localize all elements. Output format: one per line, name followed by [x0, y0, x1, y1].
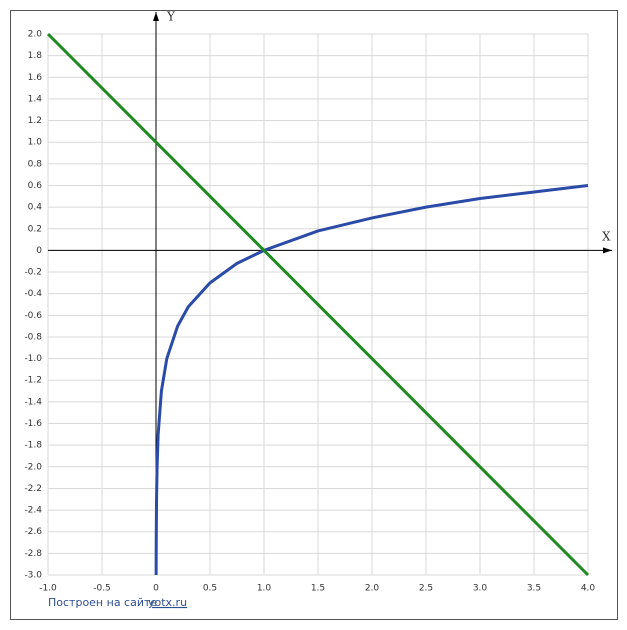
y-tick-label: -0.8: [24, 332, 42, 342]
y-tick-label: 1.4: [28, 94, 43, 104]
y-tick-label: -2.0: [24, 462, 42, 472]
y-tick-label: -1.4: [24, 397, 42, 407]
y-tick-label: -1.8: [24, 441, 42, 451]
x-tick-label: 0.5: [203, 584, 217, 594]
y-axis-arrow: [153, 12, 159, 21]
y-tick-label: 1.8: [28, 51, 43, 61]
y-tick-label: 1.0: [28, 138, 43, 148]
y-tick-label: -1.6: [24, 419, 42, 429]
x-tick-label: 1.5: [311, 584, 325, 594]
y-tick-label: -2.2: [24, 484, 42, 494]
x-tick-label: 2.5: [419, 584, 433, 594]
x-tick-label: 0: [153, 584, 159, 594]
y-tick-label: 0.4: [28, 203, 43, 213]
footer-link[interactable]: yotx.ru: [148, 596, 187, 609]
y-tick-label: 1.6: [28, 73, 43, 83]
x-tick-label: -0.5: [93, 584, 111, 594]
y-tick-label: 2.0: [28, 30, 43, 40]
y-tick-label: -2.8: [24, 549, 42, 559]
x-axis-arrow: [603, 247, 612, 254]
y-tick-label: 0.6: [28, 181, 43, 191]
x-tick-label: -1.0: [39, 584, 57, 594]
y-tick-label: -2.6: [24, 527, 42, 537]
y-tick-label: 0.2: [28, 224, 42, 234]
y-axis-label: Y: [166, 10, 176, 24]
x-tick-label: 3.5: [527, 584, 541, 594]
y-tick-label: -3.0: [24, 571, 42, 581]
x-axis-label: X: [602, 230, 611, 244]
y-tick-label: -0.6: [24, 311, 42, 321]
series-line: [46, 32, 590, 577]
series-line: [154, 183, 589, 576]
y-tick-label: -0.2: [24, 268, 42, 278]
x-tick-label: 3.0: [473, 584, 488, 594]
x-tick-label: 2.0: [365, 584, 380, 594]
y-tick-label: 1.2: [28, 116, 42, 126]
y-tick-label: -2.4: [24, 506, 42, 516]
y-tick-label: -1.2: [24, 376, 42, 386]
x-tick-label: 4.0: [581, 584, 596, 594]
footer-text: Построен на сайте: [48, 596, 157, 609]
frame: [10, 10, 618, 620]
y-tick-label: -0.4: [24, 289, 42, 299]
y-tick-label: -1.0: [24, 354, 42, 364]
x-tick-label: 1.0: [257, 584, 272, 594]
y-tick-label: 0: [36, 246, 42, 256]
y-tick-label: 0.8: [28, 159, 43, 169]
